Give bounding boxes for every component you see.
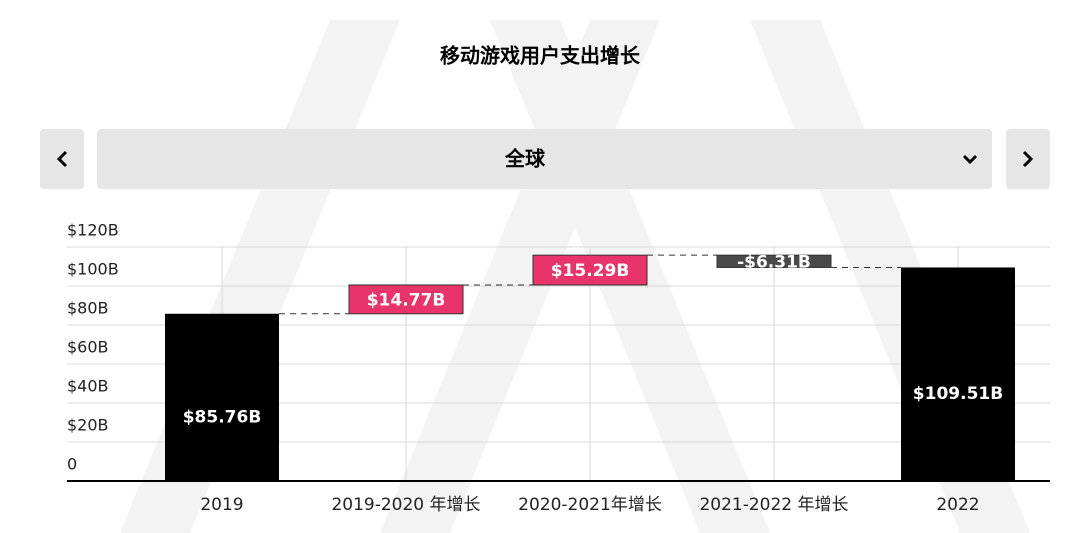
next-button[interactable]	[1006, 129, 1050, 189]
x-tick-label: 2019-2020 年增长	[331, 495, 480, 515]
value-label: -$6.31B	[737, 252, 811, 272]
chart-title: 移动游戏用户支出增长	[440, 44, 641, 68]
bar	[165, 313, 279, 481]
bar	[532, 254, 648, 286]
value-label: $15.29B	[551, 261, 630, 281]
x-tick-label: 2020-2021年增长	[518, 495, 662, 515]
y-tick-label: 0	[67, 455, 77, 474]
y-tick-label: $80B	[67, 299, 109, 318]
x-tick-label: 2019	[200, 495, 243, 515]
y-tick-label: $60B	[67, 338, 109, 357]
region-dropdown[interactable]: 全球	[97, 129, 992, 189]
y-tick-label: $100B	[67, 260, 119, 279]
x-tick-label: 2021-2022 年增长	[699, 495, 848, 515]
bar	[716, 254, 832, 268]
bar	[901, 267, 1015, 481]
y-tick-label: $20B	[67, 416, 109, 435]
x-tick-label: 2022	[936, 495, 979, 515]
value-label: $85.76B	[183, 407, 262, 427]
y-tick-label: $40B	[67, 377, 109, 396]
prev-button[interactable]	[40, 129, 84, 189]
value-label: $109.51B	[913, 384, 1003, 404]
bar	[348, 284, 464, 315]
value-label: $14.77B	[367, 290, 446, 310]
y-tick-label: $120B	[67, 221, 119, 240]
dropdown-label: 全球	[504, 147, 546, 171]
